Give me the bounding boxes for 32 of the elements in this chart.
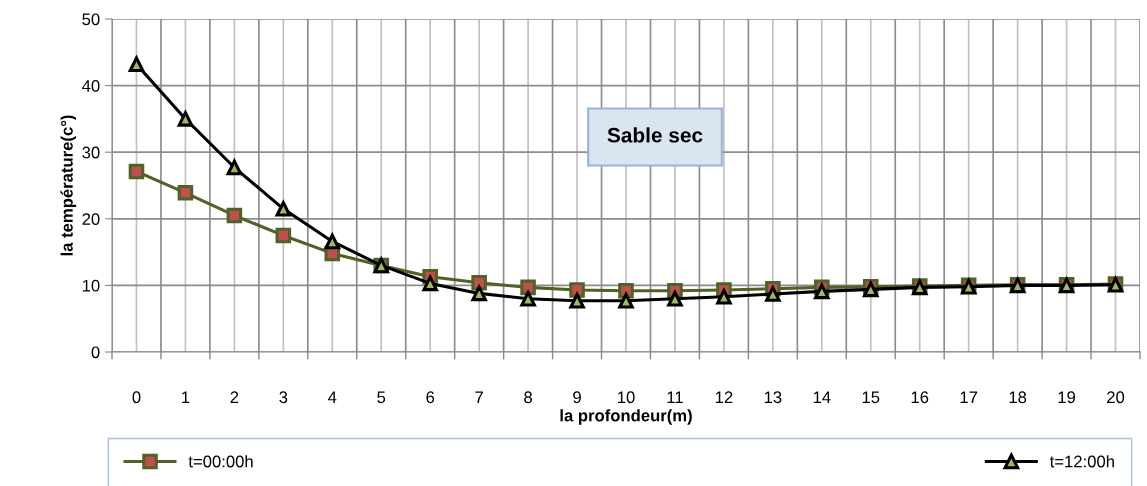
y-tick-label: 30: [82, 146, 100, 159]
y-tick-label: 40: [82, 80, 100, 92]
y-tick-label: 20: [82, 213, 100, 225]
x-tick-label: 11: [667, 391, 683, 403]
x-tick-label: 19: [1058, 391, 1076, 404]
x-tick-label: 16: [911, 391, 929, 404]
x-tick-label: 7: [475, 391, 483, 403]
y-axis-title: la température(c°): [60, 115, 77, 256]
x-tick-label: 17: [960, 391, 978, 403]
annotation: Sable sec: [607, 127, 703, 143]
x-tick-label: 2: [230, 391, 239, 403]
x-tick-label: 15: [862, 391, 880, 404]
y-tick-label: 0: [91, 346, 100, 359]
x-tick-label: 4: [328, 391, 337, 403]
x-tick-label: 12: [715, 391, 733, 403]
x-tick-label: 5: [377, 391, 386, 404]
x-tick-label: 20: [1107, 391, 1125, 404]
x-tick-label: 18: [1009, 391, 1027, 404]
y-tick-label: 10: [82, 279, 100, 292]
x-tick-label: 14: [813, 391, 831, 403]
legend-label: t=00:00h: [188, 455, 253, 468]
x-tick-label: 9: [573, 391, 581, 404]
x-tick-label: 0: [132, 391, 141, 404]
x-tick-label: 8: [524, 391, 533, 404]
y-tick-label: 50: [82, 13, 100, 26]
legend-label: t=12:00h: [1049, 455, 1114, 468]
x-tick-label: 1: [182, 391, 190, 403]
x-axis-title: la profondeur(m): [560, 409, 692, 425]
x-tick-label: 13: [764, 391, 782, 404]
x-tick-label: 6: [426, 391, 435, 404]
x-tick-label: 10: [618, 391, 635, 404]
x-tick-label: 3: [279, 391, 288, 404]
